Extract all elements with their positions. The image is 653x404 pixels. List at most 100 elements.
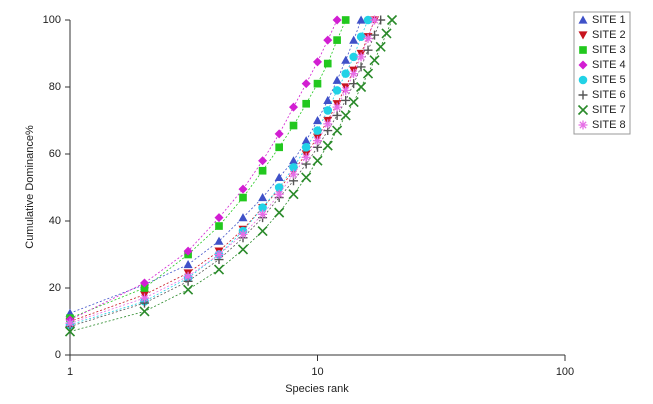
marker: [349, 52, 358, 62]
series-line: [69, 19, 393, 332]
marker: [356, 62, 366, 72]
marker: [313, 136, 322, 146]
marker: [238, 184, 248, 194]
marker: [214, 236, 224, 245]
marker: [323, 119, 333, 129]
marker: [258, 193, 268, 202]
marker: [258, 156, 268, 166]
marker: [301, 79, 311, 89]
marker: [258, 203, 267, 212]
marker: [213, 264, 225, 275]
marker: [370, 30, 380, 40]
legend-label: SITE 4: [592, 59, 626, 71]
x-axis-label: Species rank: [285, 383, 349, 395]
marker: [274, 172, 284, 182]
marker: [301, 143, 311, 152]
marker: [288, 189, 299, 200]
marker: [375, 41, 386, 52]
legend-marker: [578, 15, 588, 24]
x-tick-label: 100: [556, 366, 574, 378]
marker: [302, 99, 310, 108]
marker: [139, 306, 150, 317]
legend-marker: [578, 31, 588, 40]
marker: [340, 110, 351, 121]
y-tick-label: 80: [49, 81, 61, 93]
marker: [332, 75, 342, 84]
marker: [323, 59, 332, 68]
marker: [323, 106, 333, 115]
series-line: [69, 19, 369, 326]
marker: [313, 116, 322, 125]
marker: [323, 95, 333, 104]
marker: [258, 209, 268, 219]
marker: [140, 278, 150, 288]
marker: [301, 152, 311, 162]
marker: [370, 15, 380, 25]
marker: [301, 172, 312, 183]
marker: [341, 69, 350, 78]
marker: [332, 102, 342, 112]
marker: [332, 110, 342, 120]
legend-marker: [578, 90, 588, 100]
marker: [301, 136, 311, 145]
marker: [341, 55, 351, 64]
legend-label: SITE 6: [592, 89, 626, 101]
marker: [313, 57, 322, 67]
y-tick-label: 100: [43, 14, 61, 26]
marker: [65, 318, 75, 328]
legend-label: SITE 2: [592, 29, 626, 41]
marker: [183, 271, 193, 281]
marker: [323, 35, 333, 45]
marker: [275, 143, 283, 152]
legend-label: SITE 8: [592, 119, 626, 131]
marker: [348, 97, 359, 108]
marker: [258, 166, 267, 175]
marker: [289, 102, 299, 112]
marker: [356, 32, 366, 42]
marker: [333, 36, 341, 44]
y-tick-label: 40: [49, 215, 61, 227]
marker: [369, 55, 380, 66]
marker: [341, 95, 351, 105]
series-line: [69, 19, 382, 327]
marker: [289, 121, 298, 130]
marker: [239, 193, 247, 202]
marker: [313, 79, 322, 88]
marker: [237, 244, 249, 255]
marker: [363, 33, 373, 43]
marker: [238, 229, 248, 239]
marker: [289, 156, 299, 165]
marker: [362, 68, 374, 79]
marker: [356, 52, 366, 62]
marker: [214, 213, 224, 223]
marker: [363, 45, 373, 55]
marker: [183, 260, 193, 269]
marker: [349, 35, 359, 44]
marker: [140, 293, 150, 303]
y-axis-label: Cumulative Dominance%: [24, 125, 36, 249]
series-line: [69, 19, 347, 319]
legend-marker: [578, 75, 588, 85]
marker: [238, 213, 248, 222]
marker: [312, 155, 323, 166]
legend-marker: [579, 46, 587, 54]
marker: [363, 15, 373, 25]
y-tick-label: 60: [49, 148, 61, 160]
marker: [313, 126, 322, 135]
marker: [322, 140, 333, 151]
marker: [386, 14, 398, 26]
marker: [215, 222, 223, 230]
y-tick-label: 20: [49, 282, 61, 294]
marker: [381, 28, 392, 39]
marker: [274, 183, 284, 192]
marker: [332, 125, 343, 136]
marker: [274, 189, 284, 199]
x-tick-label: 1: [67, 366, 73, 378]
marker: [332, 15, 342, 25]
marker: [140, 284, 149, 292]
legend-label: SITE 5: [592, 74, 626, 86]
marker: [356, 81, 367, 93]
marker: [341, 85, 351, 95]
marker: [214, 250, 224, 259]
